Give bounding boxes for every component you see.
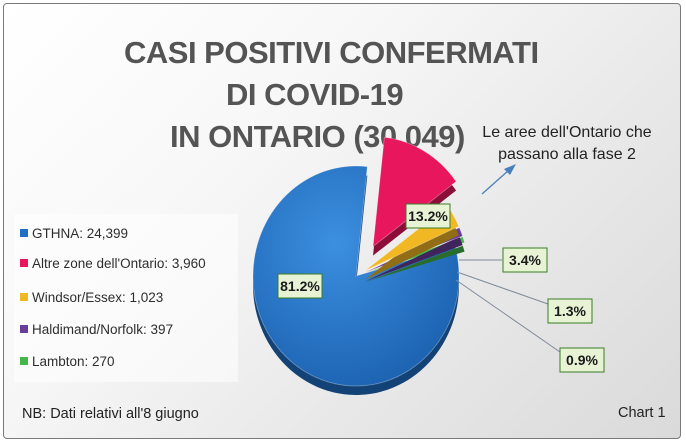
legend-item-lambton: Lambton: 270 <box>20 354 115 369</box>
data-label: 1.3% <box>547 298 593 324</box>
legend-item-haldimand-norfolk: Haldimand/Norfolk: 397 <box>20 322 173 337</box>
svg-text:3.4%: 3.4% <box>509 252 541 268</box>
legend-label: Lambton: 270 <box>32 354 115 369</box>
legend-item-gthna: GTHNA: 24,399 <box>20 226 128 241</box>
svg-text:81.2%: 81.2% <box>280 278 320 294</box>
data-label: 13.2% <box>405 203 451 229</box>
chart-legend: GTHNA: 24,399 Altre zone dell'Ontario: 3… <box>14 214 238 382</box>
pie-slice <box>372 136 457 256</box>
legend-label: Altre zone dell'Ontario: 3,960 <box>32 256 206 271</box>
data-label: 3.4% <box>502 247 548 273</box>
data-label: 0.9% <box>559 347 605 373</box>
leader-line <box>456 271 549 305</box>
chart-title-line-1: CASI POSITIVI CONFERMATI <box>124 35 539 70</box>
callout-annotation: Le aree dell'Ontario che passano alla fa… <box>482 124 652 163</box>
chart-number: Chart 1 <box>618 405 666 421</box>
legend-swatch <box>20 293 28 301</box>
legend-swatch <box>20 325 28 333</box>
legend-label: GTHNA: 24,399 <box>32 226 129 241</box>
leader-line <box>455 279 561 353</box>
legend-label: Haldimand/Norfolk: 397 <box>32 322 174 337</box>
svg-text:0.9%: 0.9% <box>566 352 598 368</box>
chart-frame: CASI POSITIVI CONFERMATI DI COVID-19 IN … <box>3 3 681 439</box>
legend-item-windsor-essex: Windsor/Essex: 1,023 <box>20 290 163 305</box>
svg-text:13.2%: 13.2% <box>408 208 448 224</box>
pie-chart: 81.2% 13.2% 3.4% 1.3% 0.9% <box>252 136 605 396</box>
legend-item-altre-zone: Altre zone dell'Ontario: 3,960 <box>20 256 206 271</box>
chart-title-line-2: DI COVID-19 <box>226 77 404 112</box>
callout-arrow <box>481 164 516 195</box>
legend-swatch <box>20 357 28 365</box>
legend-swatch <box>20 259 28 267</box>
pie-slice <box>252 165 460 396</box>
footnote: NB: Dati relativi all'8 giugno <box>22 406 199 422</box>
svg-text:1.3%: 1.3% <box>554 303 586 319</box>
chart-title: CASI POSITIVI CONFERMATI DI COVID-19 IN … <box>104 32 539 158</box>
legend-label: Windsor/Essex: 1,023 <box>32 290 164 305</box>
data-label: 81.2% <box>277 273 323 299</box>
legend-swatch <box>20 229 28 237</box>
